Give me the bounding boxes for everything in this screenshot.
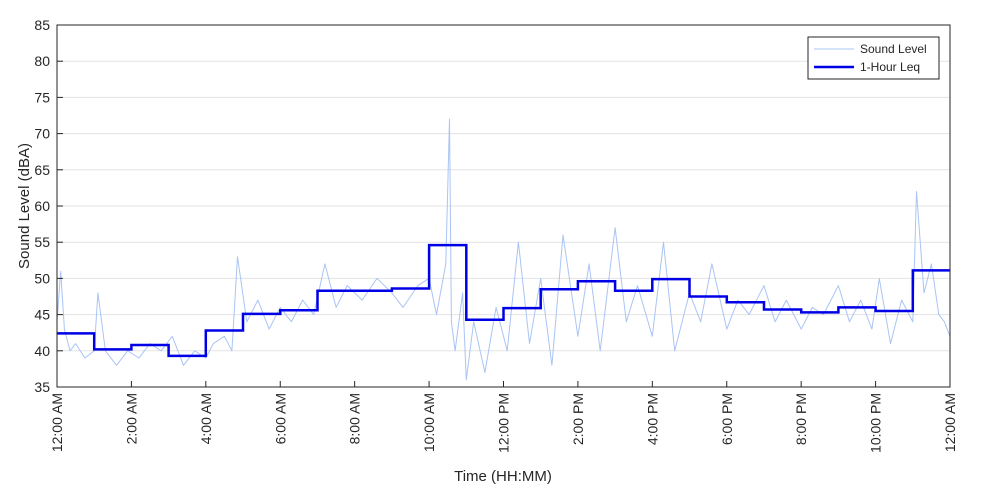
x-tick-label: 10:00 AM xyxy=(421,393,437,452)
x-tick-label: 10:00 PM xyxy=(868,393,884,453)
y-tick-label: 60 xyxy=(34,198,50,214)
x-tick-label: 4:00 AM xyxy=(198,393,214,444)
leq-step-series-line xyxy=(57,243,950,358)
x-tick-label: 12:00 AM xyxy=(49,393,65,452)
legend: Sound Level 1-Hour Leq xyxy=(807,36,940,80)
y-tick-label: 50 xyxy=(34,270,50,286)
x-tick-label: 2:00 AM xyxy=(123,393,139,444)
x-tick-label: 12:00 PM xyxy=(496,393,512,453)
x-tick-label: 8:00 AM xyxy=(347,393,363,444)
x-tick-label: 4:00 PM xyxy=(644,393,660,445)
x-tick-label: 2:00 PM xyxy=(570,393,586,445)
y-tick-label: 80 xyxy=(34,53,50,69)
axis-ticks: 35 40 45 50 55 60 65 70 75 80 85 12:00 AM 2:00 AM 4:0… xyxy=(34,17,958,453)
y-tick-label: 45 xyxy=(34,307,50,323)
y-tick-label: 40 xyxy=(34,343,50,359)
x-tick-label: 8:00 PM xyxy=(793,393,809,445)
y-tick-label: 85 xyxy=(34,17,50,33)
y-tick-label: 35 xyxy=(34,379,50,395)
y-tick-label: 55 xyxy=(34,234,50,250)
y-tick-label: 70 xyxy=(34,126,50,142)
legend-label-1-hour-leq: 1-Hour Leq xyxy=(860,60,920,74)
x-tick-label: 6:00 AM xyxy=(272,393,288,444)
y-tick-label: 75 xyxy=(34,89,50,105)
x-tick-label: 6:00 PM xyxy=(719,393,735,445)
x-tick-label: 12:00 AM xyxy=(942,393,958,452)
legend-box xyxy=(807,36,940,80)
y-axis-label: Sound Level (dBA) xyxy=(16,143,33,269)
legend-label-sound-level: Sound Level xyxy=(860,42,927,56)
series-layer xyxy=(57,118,950,381)
x-axis-label: Time (HH:MM) xyxy=(454,468,552,485)
y-tick-label: 65 xyxy=(34,162,50,178)
